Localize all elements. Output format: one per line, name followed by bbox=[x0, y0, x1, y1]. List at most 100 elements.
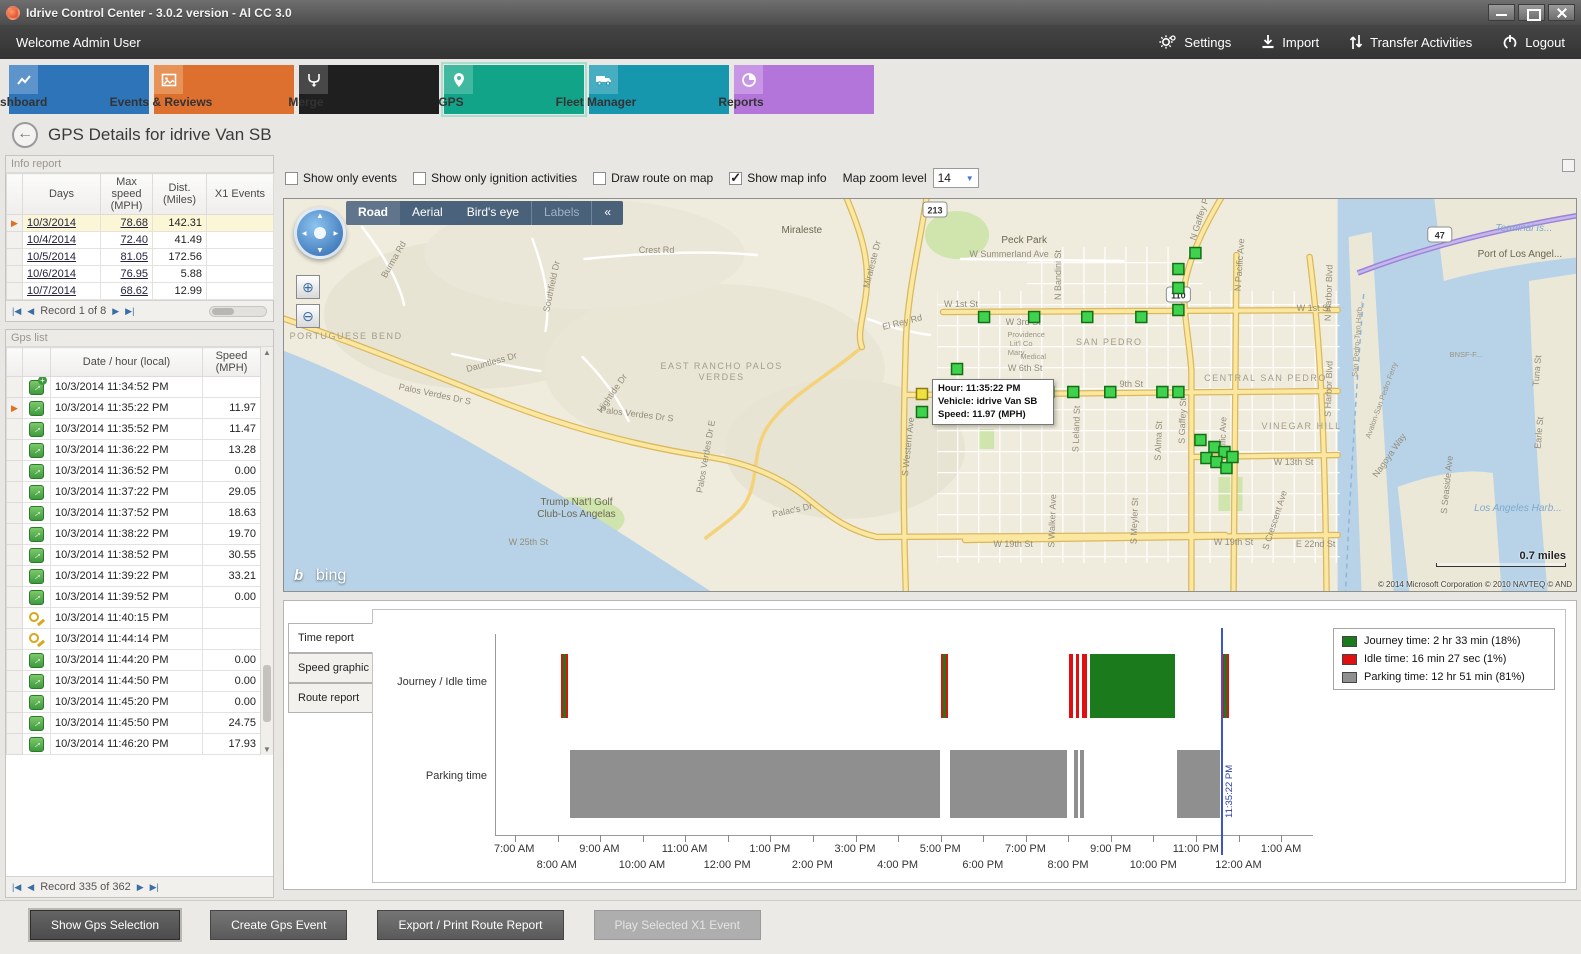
col-dist[interactable]: Dist. (Miles) bbox=[152, 173, 207, 215]
zoom-in-button[interactable]: ⊕ bbox=[296, 275, 320, 299]
gps-marker[interactable] bbox=[1172, 281, 1185, 295]
last-page-button[interactable] bbox=[125, 306, 134, 317]
gps-row[interactable]: 10/3/2014 11:34:52 PM bbox=[6, 376, 261, 398]
map-view-birdseye[interactable]: Bird's eye bbox=[466, 205, 519, 219]
gps-marker[interactable] bbox=[1104, 385, 1117, 399]
gps-row[interactable]: 10/3/2014 11:38:22 PM 19.70 bbox=[6, 523, 261, 545]
map-bar-collapse-button[interactable]: « bbox=[604, 205, 612, 219]
gps-marker[interactable] bbox=[1189, 246, 1202, 260]
minimize-button[interactable] bbox=[1488, 4, 1515, 21]
pan-east-arrow[interactable]: ▲ bbox=[331, 229, 341, 238]
col-max-speed[interactable]: Max speed (MPH) bbox=[100, 173, 153, 215]
prev-page-button[interactable] bbox=[27, 306, 34, 317]
first-page-button[interactable] bbox=[12, 306, 21, 317]
gps-row[interactable]: 10/3/2014 11:40:15 PM bbox=[6, 607, 261, 629]
gps-marker[interactable] bbox=[1066, 385, 1080, 399]
gps-marker[interactable] bbox=[977, 310, 991, 324]
tile-fleet-manager[interactable]: Fleet Manager bbox=[556, 65, 729, 114]
gps-row[interactable]: ▶ 10/3/2014 11:35:22 PM 11.97 bbox=[6, 397, 261, 419]
max-speed-value[interactable]: 81.05 bbox=[100, 248, 153, 266]
day-link[interactable]: 10/7/2014 bbox=[22, 282, 101, 300]
map-zoom-dropdown[interactable]: 14 ▼ bbox=[932, 168, 979, 188]
pan-south-arrow[interactable]: ▲ bbox=[316, 246, 324, 255]
map-compass-control[interactable]: ▲ ▲ ▲ ▲ bbox=[294, 207, 346, 259]
prev-page-button[interactable] bbox=[27, 882, 34, 893]
create-gps-event-button[interactable]: Create Gps Event bbox=[210, 910, 348, 940]
gps-row[interactable]: 10/3/2014 11:44:50 PM 0.00 bbox=[6, 670, 261, 692]
gps-row[interactable]: 10/3/2014 11:36:52 PM 0.00 bbox=[6, 460, 261, 482]
tab-time-report[interactable]: Time report bbox=[288, 623, 373, 653]
info-row[interactable]: 10/4/2014 72.40 41.49 bbox=[6, 231, 274, 249]
tile-events-reviews[interactable]: Events & Reviews bbox=[110, 65, 294, 114]
info-row[interactable]: ▶ 10/3/2014 78.68 142.31 bbox=[6, 214, 274, 232]
gps-row[interactable]: 10/3/2014 11:39:52 PM 0.00 bbox=[6, 586, 261, 608]
day-link[interactable]: 10/3/2014 bbox=[22, 214, 101, 232]
import-button[interactable]: Import bbox=[1261, 34, 1319, 50]
max-speed-value[interactable]: 78.68 bbox=[100, 214, 153, 232]
gps-row[interactable]: 10/3/2014 11:46:20 PM 17.93 bbox=[6, 733, 261, 755]
checkbox-show-map-info[interactable]: Show map info bbox=[729, 170, 827, 186]
map-view-road[interactable]: Road bbox=[346, 201, 400, 225]
gps-row[interactable]: 10/3/2014 11:36:22 PM 13.28 bbox=[6, 439, 261, 461]
col-x1-events[interactable]: X1 Events bbox=[206, 173, 274, 215]
gps-row[interactable]: 10/3/2014 11:45:50 PM 24.75 bbox=[6, 712, 261, 734]
map-view-aerial[interactable]: Aerial bbox=[412, 205, 443, 219]
col-days[interactable]: Days bbox=[22, 173, 101, 215]
close-button[interactable] bbox=[1548, 4, 1575, 21]
pan-north-arrow[interactable]: ▲ bbox=[316, 211, 324, 220]
gps-marker[interactable] bbox=[950, 362, 964, 376]
checkbox-icon[interactable] bbox=[413, 171, 427, 185]
checkbox-icon[interactable] bbox=[593, 171, 607, 185]
vertical-scrollbar[interactable]: ▲ ▼ bbox=[260, 347, 273, 755]
selected-gps-marker[interactable] bbox=[915, 387, 929, 401]
map-view-labels[interactable]: Labels bbox=[531, 201, 593, 225]
pan-west-arrow[interactable]: ▲ bbox=[299, 229, 309, 238]
tile-dashboard[interactable]: Dashboard bbox=[0, 65, 149, 114]
gps-marker[interactable] bbox=[1027, 310, 1041, 324]
show-gps-selection-button[interactable]: Show Gps Selection bbox=[30, 910, 181, 940]
day-link[interactable]: 10/6/2014 bbox=[22, 265, 101, 283]
col-date-hour[interactable]: Date / hour (local) bbox=[50, 347, 203, 377]
gps-marker[interactable] bbox=[1156, 385, 1169, 399]
tile-merge[interactable]: Merge bbox=[288, 65, 439, 114]
checkbox-show-only-events[interactable]: Show only events bbox=[285, 171, 397, 185]
max-speed-value[interactable]: 76.95 bbox=[100, 265, 153, 283]
checkbox-icon[interactable] bbox=[729, 170, 743, 186]
gps-marker[interactable] bbox=[1194, 433, 1207, 447]
max-speed-value[interactable]: 68.62 bbox=[100, 282, 153, 300]
map-panel-collapse-button[interactable] bbox=[1562, 159, 1575, 172]
info-row[interactable]: 10/6/2014 76.95 5.88 bbox=[6, 265, 274, 283]
max-speed-value[interactable]: 72.40 bbox=[100, 231, 153, 249]
checkbox-show-ignition[interactable]: Show only ignition activities bbox=[413, 171, 577, 185]
zoom-out-button[interactable]: ⊖ bbox=[296, 304, 320, 328]
scroll-up-arrow[interactable]: ▲ bbox=[263, 348, 271, 357]
info-row[interactable]: 10/5/2014 81.05 172.56 bbox=[6, 248, 274, 266]
gps-row[interactable]: 10/3/2014 11:39:22 PM 33.21 bbox=[6, 565, 261, 587]
logout-button[interactable]: Logout bbox=[1502, 34, 1565, 50]
gps-row[interactable]: 10/3/2014 11:37:52 PM 18.63 bbox=[6, 502, 261, 524]
gps-row[interactable]: 10/3/2014 11:38:52 PM 30.55 bbox=[6, 544, 261, 566]
day-link[interactable]: 10/5/2014 bbox=[22, 248, 101, 266]
last-page-button[interactable] bbox=[150, 882, 159, 893]
tab-route-report[interactable]: Route report bbox=[288, 683, 372, 713]
gps-marker[interactable] bbox=[1135, 310, 1148, 324]
first-page-button[interactable] bbox=[12, 882, 21, 893]
gps-marker[interactable] bbox=[1226, 450, 1239, 464]
play-selected-x1-event-button[interactable]: Play Selected X1 Event bbox=[593, 910, 761, 940]
back-button[interactable] bbox=[12, 122, 38, 148]
info-row[interactable]: 10/7/2014 68.62 12.99 bbox=[6, 282, 274, 300]
gps-row[interactable]: 10/3/2014 11:37:22 PM 29.05 bbox=[6, 481, 261, 503]
gps-row[interactable]: 10/3/2014 11:44:20 PM 0.00 bbox=[6, 649, 261, 671]
tab-speed-graphic[interactable]: Speed graphic bbox=[288, 653, 372, 683]
settings-button[interactable]: Settings bbox=[1159, 34, 1231, 50]
day-link[interactable]: 10/4/2014 bbox=[22, 231, 101, 249]
gps-row[interactable]: 10/3/2014 11:44:14 PM bbox=[6, 628, 261, 650]
gps-row[interactable]: 10/3/2014 11:35:52 PM 11.47 bbox=[6, 418, 261, 440]
next-page-button[interactable] bbox=[112, 306, 119, 317]
maximize-button[interactable] bbox=[1518, 4, 1545, 21]
scroll-down-arrow[interactable]: ▼ bbox=[263, 745, 271, 754]
gps-marker[interactable] bbox=[1172, 262, 1185, 276]
checkbox-icon[interactable] bbox=[285, 171, 298, 185]
next-page-button[interactable] bbox=[137, 882, 144, 893]
gps-marker[interactable] bbox=[1080, 310, 1094, 324]
